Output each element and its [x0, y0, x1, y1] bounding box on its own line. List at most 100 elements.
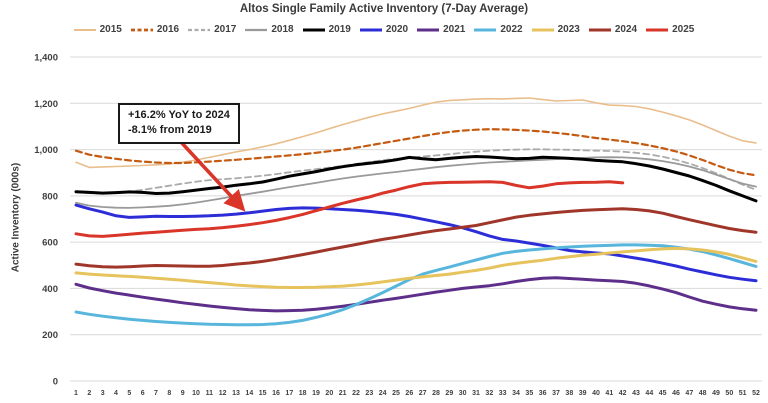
x-tick-33: 33: [499, 390, 507, 397]
legend-swatch-2020: [359, 28, 382, 31]
x-tick-41: 41: [605, 390, 613, 397]
x-tick-29: 29: [445, 390, 453, 397]
legend-label-2020: 2020: [385, 24, 409, 35]
legend-item-2025: 2025: [646, 24, 694, 35]
annotation-line1: +16.2% YoY to 2024: [128, 109, 230, 121]
y-tick-600: 600: [42, 238, 58, 249]
y-tick-1200: 1,200: [34, 99, 58, 110]
x-tick-36: 36: [539, 390, 547, 397]
y-tick-400: 400: [42, 284, 58, 295]
x-tick-32: 32: [485, 390, 493, 397]
legend-label-2025: 2025: [672, 24, 695, 35]
x-tick-52: 52: [752, 390, 760, 397]
annotation-arrow: [178, 139, 246, 212]
legend-label-2016: 2016: [156, 24, 180, 35]
x-tick-25: 25: [392, 390, 400, 397]
legend-label-2024: 2024: [614, 24, 638, 35]
legend-swatch-2019: [302, 28, 325, 31]
x-tick-15: 15: [259, 390, 267, 397]
x-tick-26: 26: [405, 390, 413, 397]
legend-item-2024: 2024: [588, 24, 638, 35]
legend-label-2021: 2021: [443, 24, 466, 35]
x-tick-28: 28: [432, 390, 440, 397]
annotation-line2: -8.1% from 2019: [128, 123, 212, 136]
legend-label-2023: 2023: [557, 24, 580, 35]
legend-swatch-2021: [417, 28, 440, 31]
x-tick-37: 37: [552, 390, 560, 397]
series-line-2018: [75, 156, 757, 209]
y-tick-1000: 1,000: [34, 145, 58, 156]
series-line-2015: [75, 97, 757, 169]
x-tick-7: 7: [154, 390, 158, 397]
x-tick-20: 20: [325, 390, 333, 397]
legend-label-2019: 2019: [328, 24, 351, 35]
x-tick-13: 13: [232, 390, 240, 397]
x-tick-24: 24: [379, 390, 387, 397]
x-tick-48: 48: [699, 390, 707, 397]
legend: 2015 2016 2017 2018 2019 2020 2021 2022 2023 2024…: [0, 24, 768, 35]
chart-title: Altos Single Family Active Inventory (7-…: [239, 3, 529, 15]
x-tick-14: 14: [245, 390, 253, 397]
x-tick-38: 38: [565, 390, 573, 397]
legend-label-2018: 2018: [271, 24, 294, 35]
x-tick-18: 18: [299, 390, 307, 397]
legend-item-2017: 2017: [188, 24, 236, 35]
x-tick-8: 8: [167, 390, 171, 397]
x-tick-1: 1: [74, 390, 78, 397]
x-tick-46: 46: [672, 390, 680, 397]
y-tick-800: 800: [42, 191, 58, 202]
x-tick-39: 39: [579, 390, 587, 397]
legend-item-2021: 2021: [417, 24, 465, 35]
x-tick-42: 42: [619, 390, 627, 397]
x-tick-40: 40: [592, 390, 600, 397]
annotation-callout: +16.2% YoY to 2024 -8.1% from 2019: [118, 103, 240, 144]
legend-item-2018: 2018: [245, 24, 294, 35]
x-tick-45: 45: [659, 390, 667, 397]
x-tick-3: 3: [101, 390, 105, 397]
series-line-2025: [74, 180, 625, 238]
x-tick-19: 19: [312, 390, 320, 397]
legend-swatch-2016: [130, 28, 153, 31]
y-tick-1400: 1,400: [34, 53, 58, 64]
legend-item-2019: 2019: [302, 24, 351, 35]
series-line-2022: [74, 243, 758, 327]
x-tick-34: 34: [512, 390, 520, 397]
x-tick-30: 30: [459, 390, 467, 397]
x-tick-35: 35: [525, 390, 533, 397]
series-line-2017: [75, 148, 757, 195]
x-tick-9: 9: [181, 390, 185, 397]
x-tick-47: 47: [685, 390, 693, 397]
x-tick-43: 43: [632, 390, 640, 397]
x-tick-11: 11: [206, 390, 214, 397]
series-line-2021: [74, 276, 758, 313]
y-tick-0: 0: [53, 377, 58, 388]
legend-item-2022: 2022: [474, 24, 523, 35]
x-tick-6: 6: [141, 390, 145, 397]
series-line-2023: [74, 246, 758, 289]
x-tick-5: 5: [127, 390, 131, 397]
legend-swatch-2015: [73, 28, 96, 31]
x-tick-23: 23: [365, 390, 373, 397]
legend-swatch-2024: [588, 28, 611, 31]
y-tick-200: 200: [42, 330, 58, 341]
legend-swatch-2023: [531, 28, 554, 31]
series-line-2016: [74, 128, 758, 177]
x-tick-16: 16: [272, 390, 280, 397]
x-tick-17: 17: [285, 390, 293, 397]
legend-item-2016: 2016: [130, 24, 180, 35]
legend-item-2023: 2023: [531, 24, 580, 35]
x-tick-51: 51: [739, 390, 747, 397]
legend-swatch-2022: [474, 28, 497, 31]
legend-item-2020: 2020: [359, 24, 409, 35]
x-tick-2: 2: [87, 390, 91, 397]
x-tick-21: 21: [339, 390, 347, 397]
legend-label-2017: 2017: [214, 24, 237, 35]
x-tick-50: 50: [725, 390, 733, 397]
legend-label-2015: 2015: [99, 24, 122, 35]
legend-swatch-2018: [245, 28, 268, 31]
x-tick-4: 4: [114, 390, 118, 397]
x-tick-49: 49: [712, 390, 720, 397]
x-tick-44: 44: [645, 390, 653, 397]
